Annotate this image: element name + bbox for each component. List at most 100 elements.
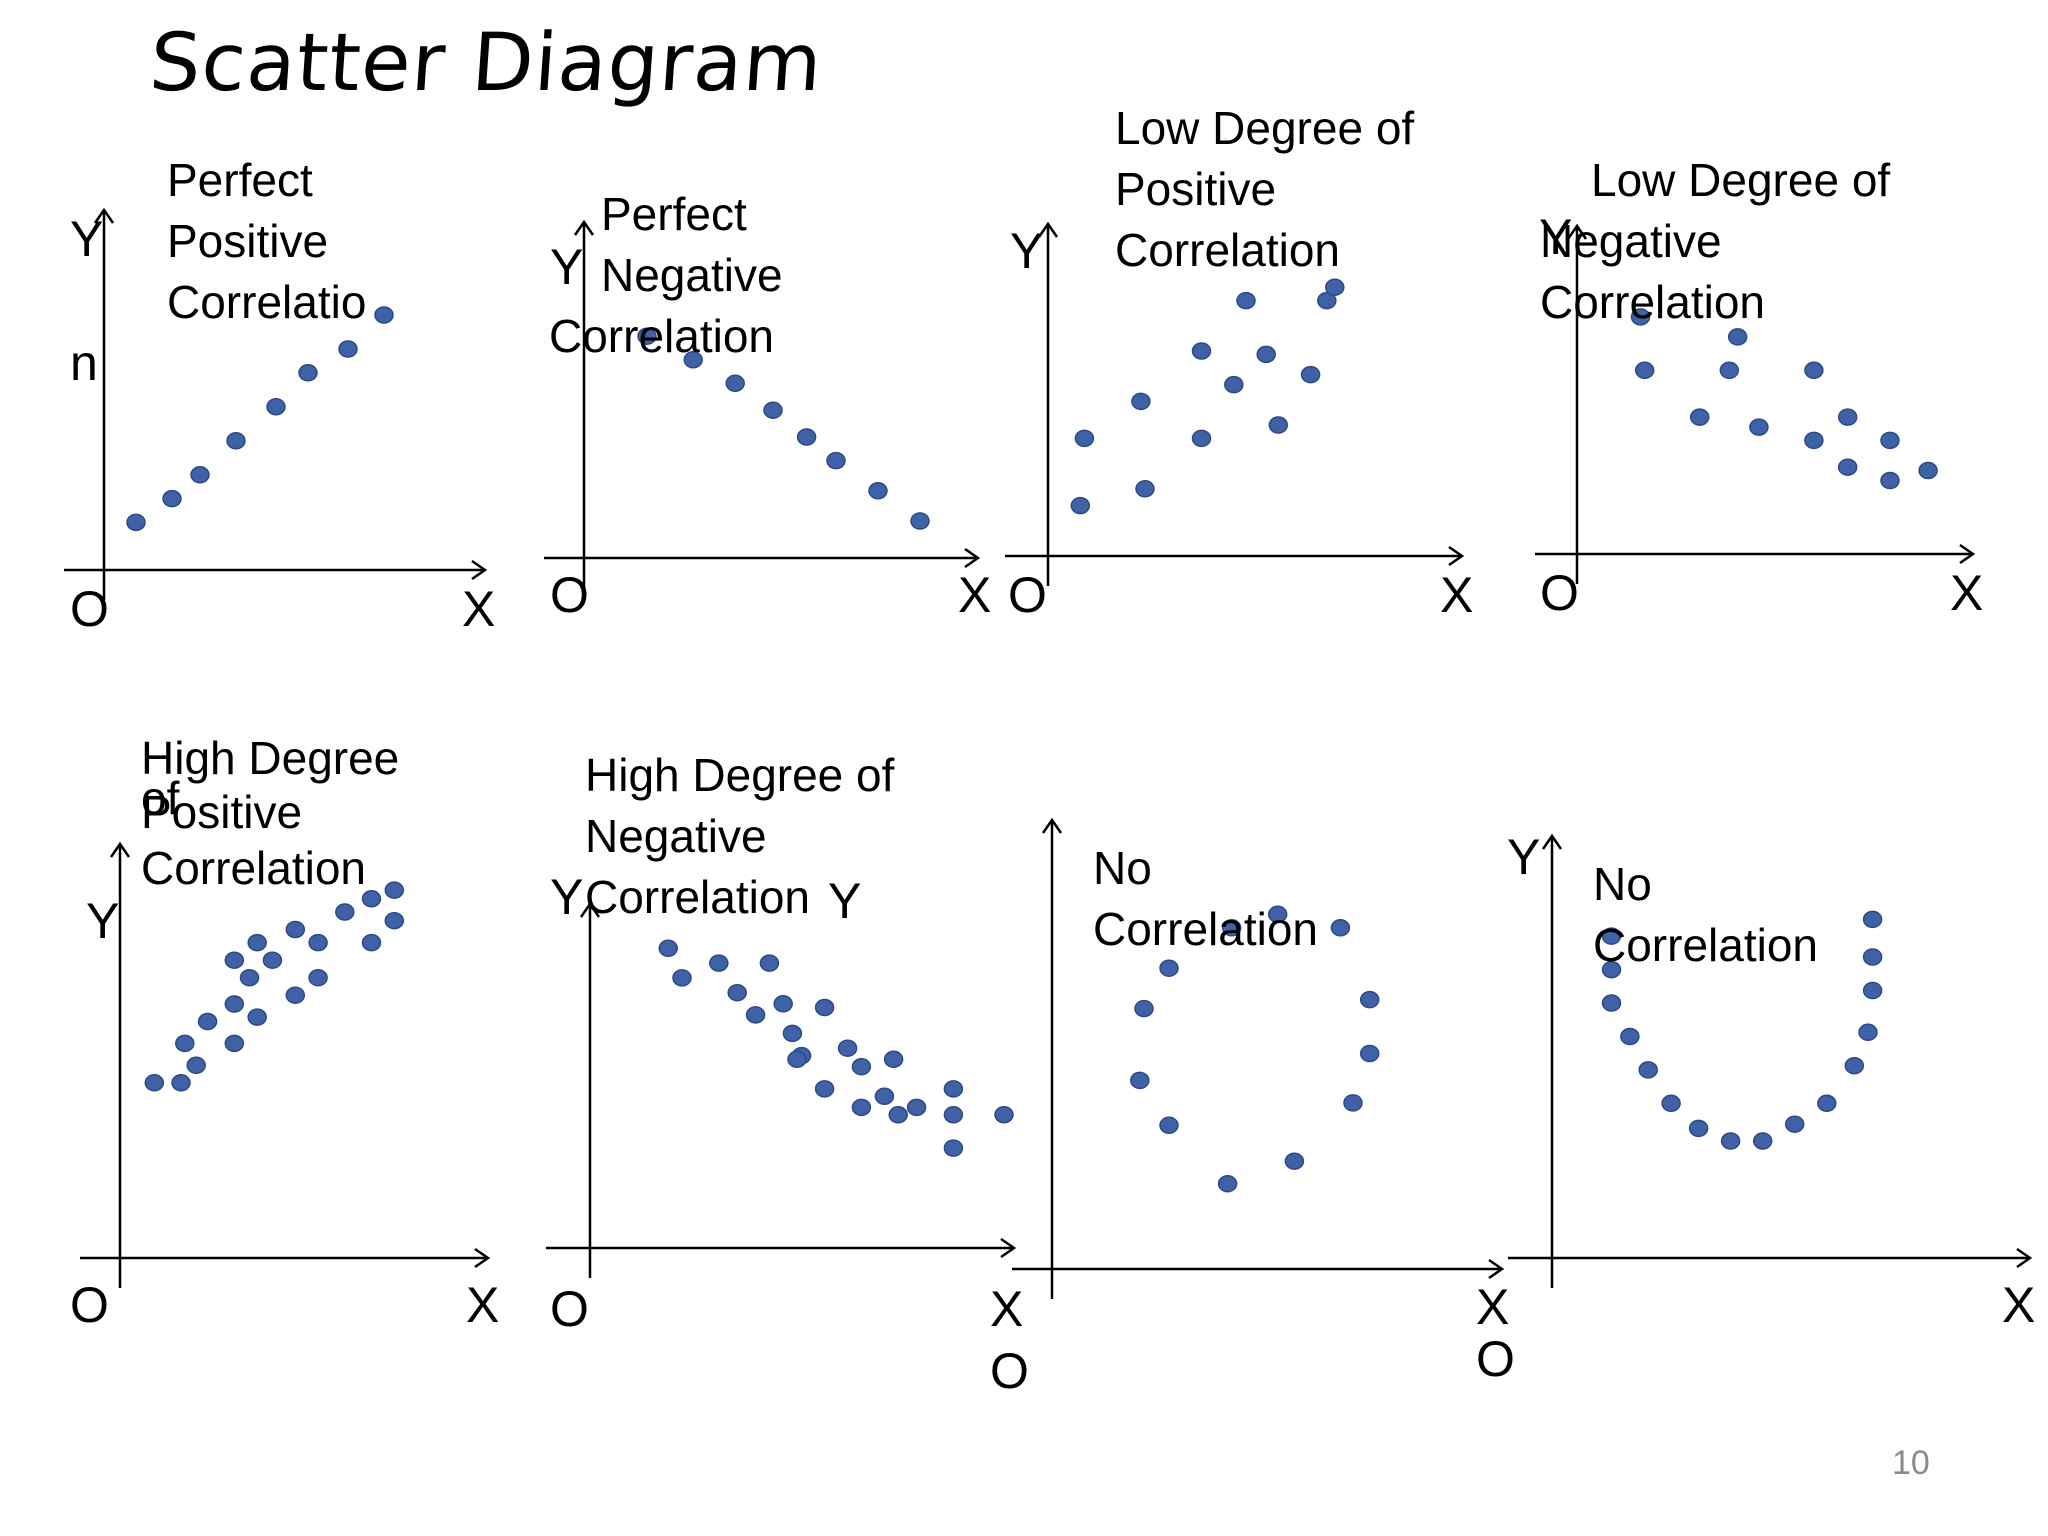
data-point: [1784, 1115, 1805, 1133]
x-axis-arrow-icon: [1448, 545, 1465, 567]
origin-label: O: [1008, 567, 1047, 623]
data-point: [837, 1039, 858, 1057]
data-point: [1661, 1094, 1681, 1113]
x-axis-arrow-icon: [471, 559, 488, 581]
data-point: [226, 432, 246, 450]
data-point: [943, 1106, 964, 1124]
wrapped-title-fragment: n: [70, 335, 98, 391]
y-axis-label: Y: [1010, 223, 1044, 279]
data-point: [1804, 361, 1824, 380]
data-point: [727, 983, 747, 1002]
panel-title-line: Correlation: [1093, 903, 1318, 955]
x-axis-label: X: [958, 567, 992, 623]
scatter-panel-3: [1005, 221, 1465, 586]
data-point: [361, 890, 382, 908]
x-axis-label: X: [466, 1277, 500, 1333]
data-point: [384, 911, 405, 930]
data-point: [1862, 948, 1883, 966]
scatter-panel-7: [1012, 817, 1505, 1299]
panel-title-line: Positive: [141, 786, 303, 838]
data-point: [374, 306, 394, 324]
data-point: [126, 513, 146, 532]
panel-title-line: No: [1093, 842, 1152, 894]
x-axis-arrow-icon: [2016, 1247, 2033, 1269]
data-point: [1224, 375, 1244, 394]
scatter-panel-1: [64, 207, 488, 600]
data-point: [1817, 1094, 1837, 1113]
data-point: [1343, 1094, 1363, 1112]
panel-title-line: Perfect: [167, 154, 313, 206]
origin-label: O: [550, 1281, 589, 1337]
origin-label: O: [990, 1343, 1029, 1399]
panel-title-line: High Degree of: [585, 749, 895, 801]
data-point: [335, 903, 355, 921]
data-point: [1862, 981, 1883, 1000]
data-point: [910, 512, 930, 530]
data-point: [1720, 1132, 1741, 1150]
data-point: [1837, 408, 1858, 426]
data-point: [384, 881, 405, 899]
origin-label: O: [70, 1277, 109, 1333]
data-point: [1880, 431, 1900, 450]
data-point: [190, 466, 210, 484]
data-point: [1159, 1116, 1179, 1135]
data-point: [308, 968, 328, 987]
x-axis-label: X: [1476, 1279, 1510, 1335]
panel-title-line: Low Degree of: [1591, 154, 1891, 206]
data-point: [1601, 927, 1622, 945]
x-axis-label: X: [1950, 565, 1984, 621]
data-point: [162, 489, 182, 508]
data-point: [1638, 1061, 1658, 1079]
data-point: [1236, 291, 1256, 310]
data-point: [1804, 431, 1824, 450]
y-axis-label: Y: [550, 239, 584, 295]
data-point: [888, 1106, 908, 1124]
y-axis-label: Y: [1539, 209, 1573, 265]
data-point: [1688, 1119, 1709, 1138]
data-point: [1159, 959, 1179, 977]
data-point: [709, 954, 729, 972]
data-point: [285, 986, 306, 1004]
data-point: [247, 1008, 267, 1026]
x-axis-label: X: [462, 581, 496, 637]
data-point: [1620, 1027, 1640, 1046]
data-point: [796, 428, 817, 446]
origin-label: O: [1476, 1331, 1515, 1387]
data-point: [266, 398, 286, 416]
scatter-panel-6: [546, 901, 1017, 1278]
data-point: [637, 327, 657, 345]
data-point: [262, 951, 283, 969]
data-point: [361, 933, 382, 952]
scatter-panel-4: [1535, 223, 1976, 584]
data-point: [851, 1057, 872, 1076]
data-point: [1256, 345, 1276, 364]
data-point: [338, 340, 358, 358]
data-point: [814, 1080, 835, 1098]
data-point: [224, 951, 245, 969]
data-point: [1317, 291, 1337, 310]
data-point: [851, 1098, 872, 1117]
data-point: [1749, 418, 1769, 436]
data-point: [1130, 1071, 1150, 1090]
y-axis-label: Y: [828, 873, 862, 929]
data-point: [943, 1139, 964, 1157]
origin-label: O: [70, 581, 109, 637]
data-point: [1135, 480, 1155, 498]
data-point: [1752, 1132, 1773, 1150]
y-axis-label: Y: [86, 893, 120, 949]
data-point: [725, 374, 745, 393]
data-point: [1134, 999, 1154, 1018]
panel-title-line: Positive: [167, 215, 329, 267]
scatter-panel-8: [1508, 833, 2033, 1288]
panel-title-line: Perfect: [601, 188, 747, 240]
data-point: [1284, 1152, 1305, 1170]
panel-title-line: Positive: [1115, 163, 1277, 215]
data-point: [763, 401, 783, 419]
x-axis-arrow-icon: [1000, 1237, 1017, 1259]
panel-title-line: Negative: [601, 249, 783, 301]
data-point: [943, 1080, 964, 1098]
panel-title-line: Correlation: [1540, 276, 1765, 328]
data-point: [683, 351, 703, 369]
data-point: [1862, 910, 1883, 929]
